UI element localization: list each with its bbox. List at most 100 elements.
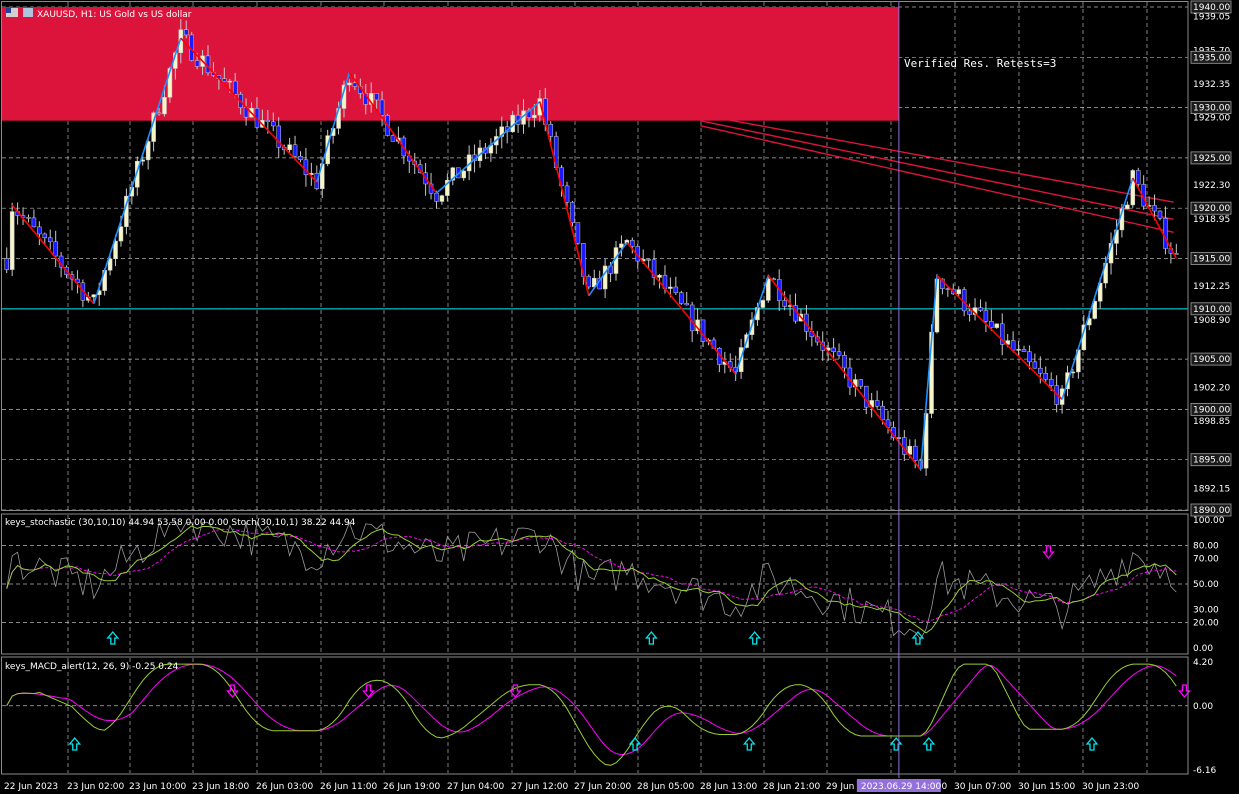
price-tick-label: 1912.25 (1193, 282, 1230, 292)
candle-body (9, 211, 15, 270)
trend-line (700, 125, 1174, 234)
price-tick-label: 1890.00 (1193, 506, 1230, 516)
candle-body (1097, 282, 1103, 302)
candle-body (760, 300, 766, 308)
price-tick-label: 1918.95 (1193, 215, 1230, 225)
up-arrow-icon (922, 736, 936, 751)
candle-body (967, 310, 972, 315)
candle-body (1048, 378, 1054, 386)
chart-type-icon[interactable] (23, 8, 33, 17)
zigzag-segment (936, 275, 1063, 400)
down-arrow-icon (226, 684, 239, 699)
candle-body (499, 126, 505, 137)
candle-body (842, 355, 847, 369)
price-box (1190, 0, 1232, 14)
price-tick-label: 1905.00 (1193, 355, 1230, 365)
candle-body (47, 237, 53, 243)
stochastic-pane-frame (1, 513, 1189, 655)
price-box (1190, 252, 1232, 265)
candle-body (532, 114, 537, 118)
stochastic-title: keys_stochastic (30,10,10) 44.94 53.58 0… (5, 518, 356, 528)
candle-body (118, 226, 124, 242)
candle-body (113, 240, 118, 260)
stoch-raw-line (6, 521, 1177, 640)
candle-body (1157, 210, 1163, 219)
price-tick-label: 1940.00 (1193, 3, 1230, 13)
price-box (1190, 503, 1232, 517)
candle-body (651, 259, 657, 278)
zigzag-segment (435, 100, 541, 194)
up-arrow-icon (106, 630, 120, 645)
time-tick-label: 30 Jun 15:00 (1018, 782, 1075, 792)
price-tick-label: 1939.05 (1193, 13, 1230, 23)
time-tick-label: 23 Jun 10:00 (129, 782, 186, 792)
candle-body (265, 120, 271, 123)
time-tick-label: 23 Jun 02:00 (67, 782, 124, 792)
candle-body (673, 286, 679, 293)
candle-body (907, 445, 913, 455)
candle-body (232, 80, 238, 95)
candle-body (1130, 170, 1136, 206)
time-tick-label: 27 Jun 20:00 (574, 782, 631, 792)
zigzag-segment (539, 101, 590, 296)
up-arrow-icon (911, 630, 925, 645)
pane-frames (1, 1, 1189, 775)
candle-body (657, 274, 662, 278)
main-pane-frame (1, 1, 1189, 511)
candle-body (53, 241, 58, 257)
price-tick-label: 1932.35 (1193, 80, 1230, 90)
price-axis[interactable]: 1940.001939.051935.701935.001932.351930.… (1190, 0, 1232, 776)
time-tick-label: 26 Jun 19:00 (383, 782, 440, 792)
candle-body (292, 144, 298, 157)
cursor-time-label: 2023.06.29 14:00 (861, 782, 942, 792)
time-tick-label: 27 Jun 12:00 (511, 782, 568, 792)
stoch-tick-label: 80.00 (1193, 542, 1219, 552)
candle-body (983, 310, 989, 322)
time-tick-label: 26 Jun 11:00 (320, 782, 377, 792)
candle-body (145, 141, 151, 161)
symbol-title: XAUUSD, H1: US Gold vs US dollar (37, 10, 192, 20)
trend-line (700, 119, 1174, 220)
grid (2, 2, 1188, 773)
candle-body (156, 112, 162, 115)
stoch-tick-label: 100.00 (1193, 516, 1225, 526)
zigzag-segment (348, 71, 438, 194)
candle-body (222, 78, 227, 82)
candle-body (1032, 361, 1038, 369)
stoch-tick-label: 20.00 (1193, 618, 1219, 628)
candle-body (91, 294, 97, 298)
candle-body (646, 259, 651, 261)
stoch-tick-label: 50.00 (1193, 580, 1219, 590)
candle-body (548, 124, 553, 137)
price-box (1190, 101, 1232, 114)
candle-body (836, 351, 842, 356)
zigzag-segment (1132, 177, 1178, 259)
candle-body (1016, 349, 1021, 351)
price-box (1190, 352, 1232, 366)
candle-body (994, 323, 1000, 328)
candle-body (31, 217, 37, 228)
candle-body (570, 202, 575, 223)
candle-body (630, 239, 635, 247)
candle-body (679, 292, 684, 304)
price-box (1190, 201, 1232, 215)
macd-pane-frame (1, 656, 1189, 775)
time-tick-label: 30 Jun 07:00 (954, 782, 1011, 792)
price-tick-label: 1915.00 (1193, 255, 1230, 265)
resistance-zone (2, 7, 899, 121)
stochastic-lines (6, 521, 1177, 640)
stoch-tick-label: 30.00 (1193, 606, 1219, 616)
candle-body (619, 243, 624, 248)
time-tick-label: 29 Jun (826, 782, 854, 792)
candle-body (298, 156, 303, 161)
candle-body (352, 82, 358, 87)
down-arrow-icon (508, 684, 522, 699)
up-arrow-icon (644, 630, 658, 645)
time-axis[interactable]: 22 Jun 2023 23 Jun 02:00 23 Jun 10:00 23 Ju… (4, 779, 1139, 792)
zigzag-segment (919, 275, 938, 470)
candle-body (379, 99, 385, 116)
down-arrow-icon (362, 684, 375, 699)
candle-body (575, 222, 581, 244)
